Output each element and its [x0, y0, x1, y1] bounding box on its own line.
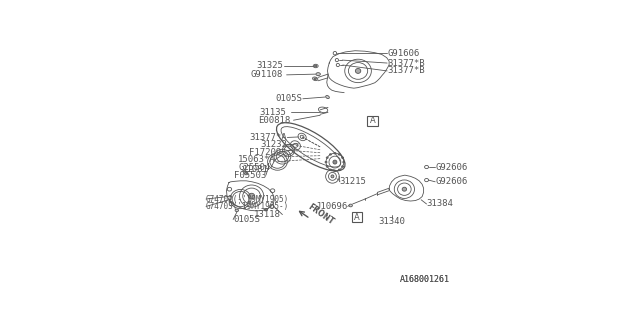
- Text: 31377*A: 31377*A: [250, 133, 287, 142]
- Text: G25504: G25504: [239, 163, 271, 172]
- Text: 31377*B: 31377*B: [387, 59, 425, 68]
- Text: 13118: 13118: [254, 210, 281, 219]
- Text: 31377*B: 31377*B: [387, 67, 425, 76]
- Text: A168001261: A168001261: [400, 275, 450, 284]
- Text: G91606: G91606: [387, 49, 419, 58]
- Ellipse shape: [349, 204, 353, 207]
- Ellipse shape: [326, 95, 330, 99]
- Text: 0105S: 0105S: [233, 215, 260, 224]
- Text: 31135: 31135: [259, 108, 286, 117]
- Text: A: A: [354, 212, 360, 221]
- Ellipse shape: [264, 208, 268, 211]
- Ellipse shape: [235, 209, 239, 212]
- Text: 31340: 31340: [378, 217, 405, 226]
- Text: 31232: 31232: [260, 140, 287, 149]
- Text: G92606: G92606: [435, 177, 467, 186]
- Ellipse shape: [314, 78, 316, 80]
- Ellipse shape: [333, 160, 337, 164]
- Text: G74702(-'19MY1905): G74702(-'19MY1905): [206, 195, 289, 204]
- Text: FRONT: FRONT: [307, 202, 335, 227]
- Text: 31325: 31325: [256, 61, 283, 70]
- Text: F05503: F05503: [234, 171, 266, 180]
- Text: G74703('19MY1905-): G74703('19MY1905-): [206, 202, 289, 211]
- Text: J1081: J1081: [241, 165, 268, 174]
- Text: J10696: J10696: [316, 202, 348, 211]
- Ellipse shape: [314, 65, 317, 67]
- Ellipse shape: [244, 172, 248, 175]
- Text: 15063*A: 15063*A: [237, 155, 275, 164]
- Text: A168001261: A168001261: [400, 275, 450, 284]
- Text: 31215: 31215: [340, 177, 367, 186]
- Text: 0105S: 0105S: [275, 94, 302, 103]
- Text: E00818: E00818: [259, 116, 291, 125]
- Ellipse shape: [316, 73, 321, 76]
- Text: F17209: F17209: [249, 148, 281, 157]
- Ellipse shape: [248, 193, 255, 199]
- Text: G91108: G91108: [251, 70, 283, 79]
- Ellipse shape: [331, 175, 334, 178]
- Text: A: A: [370, 116, 376, 125]
- Ellipse shape: [355, 68, 361, 73]
- Ellipse shape: [402, 187, 406, 191]
- Text: 31384: 31384: [427, 199, 453, 209]
- Text: G92606: G92606: [435, 163, 467, 172]
